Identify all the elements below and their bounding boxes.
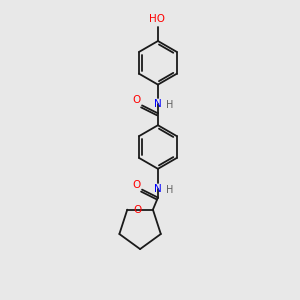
Text: O: O <box>132 180 140 190</box>
Text: O: O <box>133 205 142 214</box>
Text: N: N <box>154 184 162 194</box>
Text: N: N <box>154 100 162 110</box>
Text: H: H <box>166 100 173 110</box>
Text: H: H <box>166 185 173 195</box>
Text: O: O <box>132 95 140 106</box>
Text: HO: HO <box>149 14 165 24</box>
